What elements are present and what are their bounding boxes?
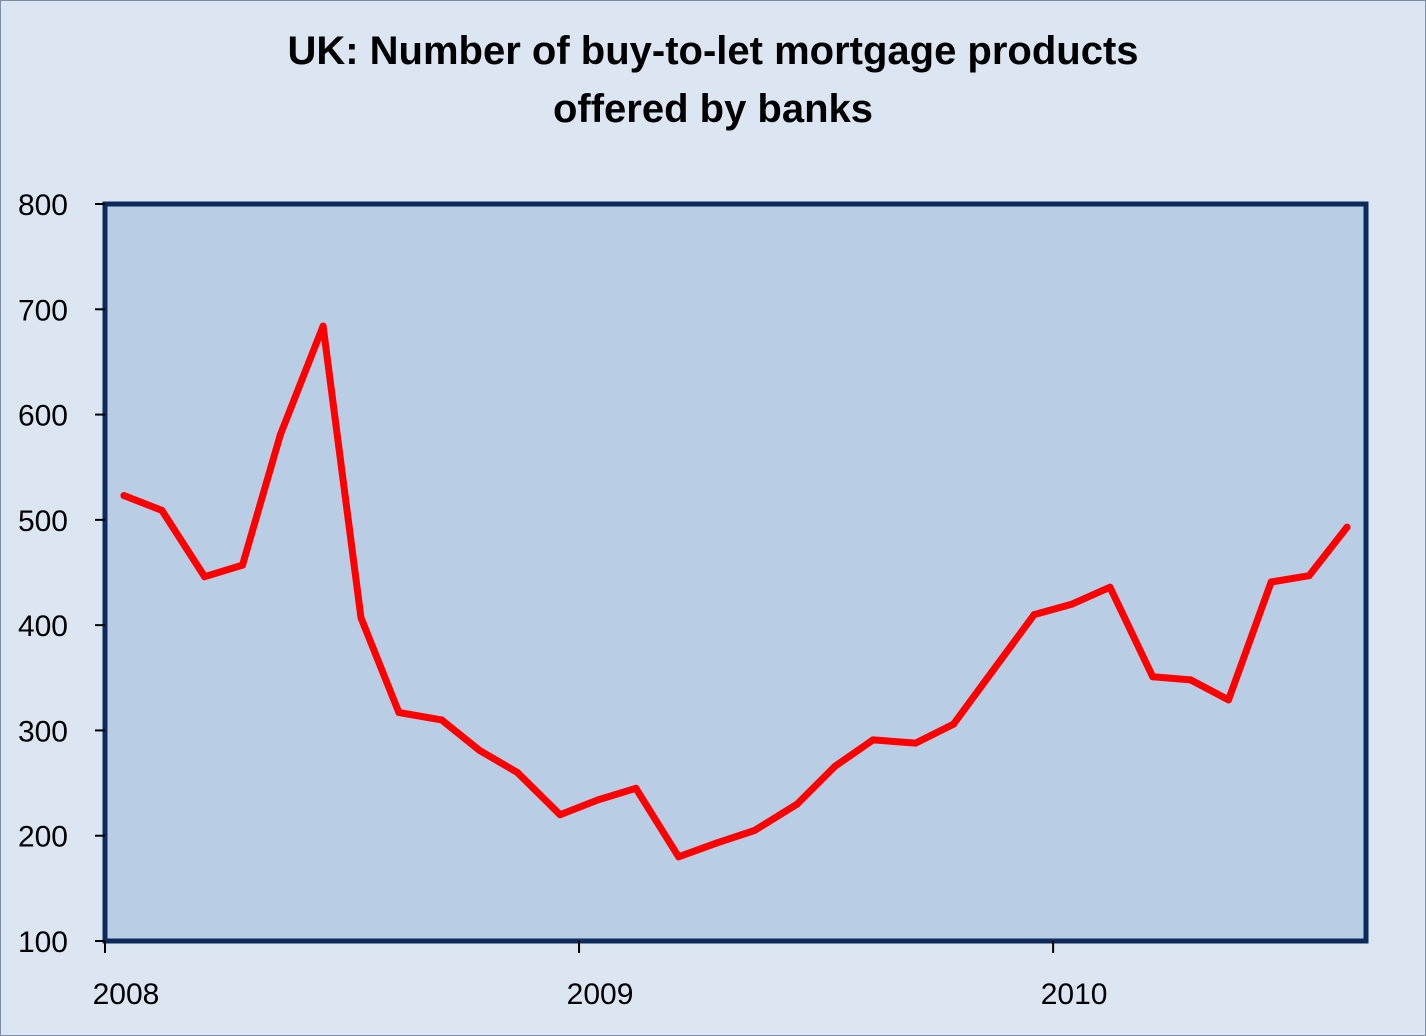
data-point bbox=[158, 506, 166, 514]
chart-title: UK: Number of buy-to-let mortgage produc… bbox=[0, 22, 1426, 138]
data-point bbox=[632, 784, 640, 792]
data-point bbox=[1187, 676, 1195, 684]
data-point bbox=[1305, 572, 1313, 580]
data-point bbox=[238, 561, 246, 569]
y-tick-label: 800 bbox=[18, 189, 68, 222]
y-tick-label: 600 bbox=[18, 400, 68, 433]
data-point bbox=[556, 811, 564, 819]
series-line bbox=[120, 322, 1351, 861]
y-axis: 100 200 300 400 500 600 700 800 bbox=[18, 189, 105, 959]
data-point bbox=[1149, 673, 1157, 681]
data-point bbox=[950, 720, 958, 728]
data-point bbox=[395, 709, 403, 717]
data-point bbox=[1030, 611, 1038, 619]
plot-area bbox=[102, 201, 1369, 944]
data-point bbox=[201, 573, 209, 581]
data-point bbox=[513, 769, 521, 777]
data-point bbox=[1068, 600, 1076, 608]
data-point bbox=[1343, 523, 1351, 531]
data-point bbox=[1225, 696, 1233, 704]
data-point bbox=[594, 796, 602, 804]
data-point bbox=[987, 669, 995, 677]
x-tick-label: 2010 bbox=[1041, 978, 1108, 1011]
data-point bbox=[438, 716, 446, 724]
data-point bbox=[793, 800, 801, 808]
y-tick-label: 200 bbox=[18, 821, 68, 854]
y-tick-label: 300 bbox=[18, 715, 68, 748]
data-point bbox=[675, 853, 683, 861]
data-point bbox=[120, 492, 128, 500]
y-tick-label: 700 bbox=[18, 294, 68, 327]
x-tick-label: 2008 bbox=[93, 978, 160, 1011]
x-axis: 2008 2009 2010 bbox=[93, 941, 1108, 1011]
data-point bbox=[276, 431, 284, 439]
x-tick-label: 2009 bbox=[567, 978, 634, 1011]
chart-title-line-1: UK: Number of buy-to-let mortgage produc… bbox=[287, 29, 1139, 73]
y-tick-label: 400 bbox=[18, 610, 68, 643]
data-point bbox=[750, 826, 758, 834]
data-point bbox=[319, 322, 327, 330]
y-tick-label: 100 bbox=[18, 926, 68, 959]
data-point bbox=[831, 762, 839, 770]
data-point bbox=[1267, 578, 1275, 586]
data-point bbox=[869, 736, 877, 744]
data-point bbox=[912, 739, 920, 747]
data-point bbox=[1106, 583, 1114, 591]
data-point bbox=[713, 839, 721, 847]
data-points bbox=[120, 322, 1351, 861]
data-point bbox=[476, 746, 484, 754]
data-point bbox=[357, 614, 365, 622]
y-tick-label: 500 bbox=[18, 505, 68, 538]
chart-title-line-2: offered by banks bbox=[552, 87, 874, 131]
